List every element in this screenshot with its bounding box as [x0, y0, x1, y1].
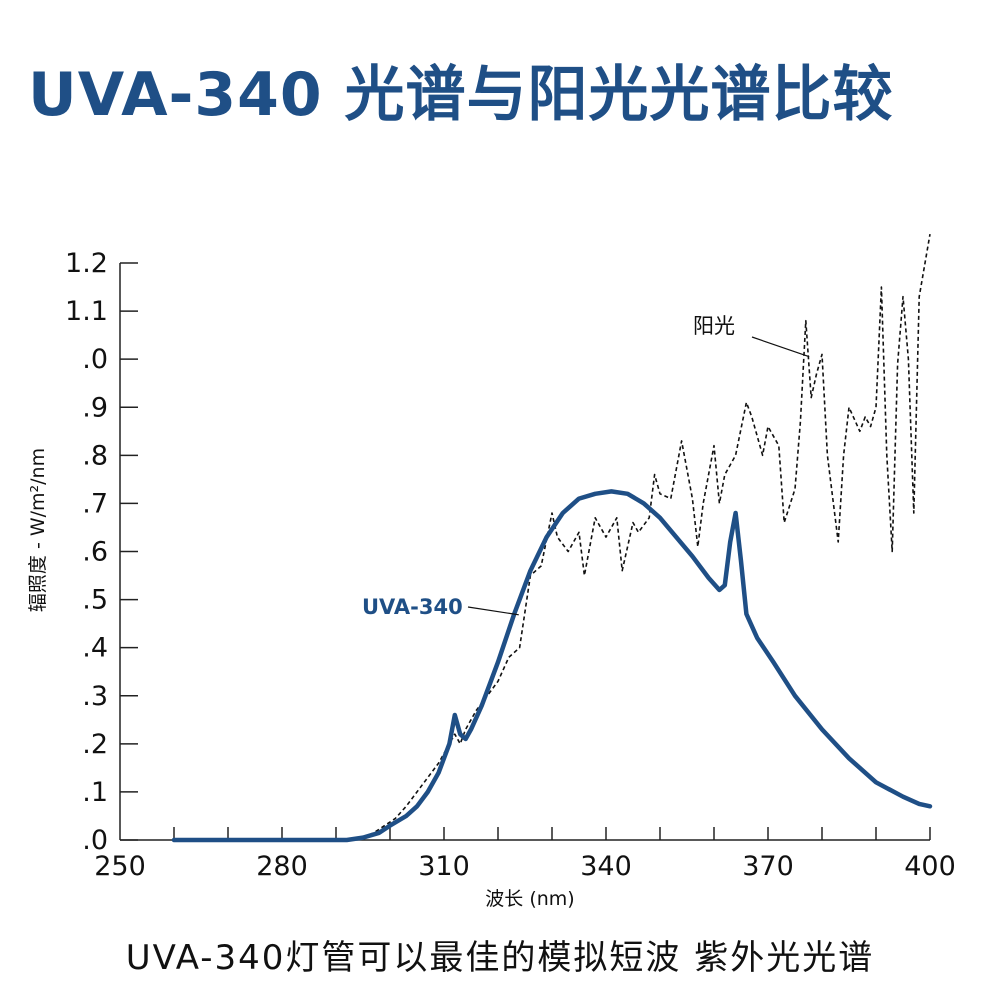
x-tick-label: 370 [742, 851, 794, 882]
x-tick-label: 310 [418, 851, 470, 882]
y-tick-label: .3 [82, 681, 108, 712]
y-tick-label: 1.1 [65, 296, 108, 327]
x-tick-label: 250 [94, 851, 146, 882]
x-tick-label: 340 [580, 851, 632, 882]
y-tick-label: .1 [82, 777, 108, 808]
y-axis-label: 辐照度 - W/m²/nm [27, 448, 49, 612]
x-axis-label: 波长 (nm) [485, 888, 574, 910]
y-tick-label: .6 [82, 537, 108, 568]
chart-caption: UVA-340灯管可以最佳的模拟短波 紫外光光谱 [125, 938, 875, 978]
uva340-series-line [171, 489, 933, 843]
y-tick-label: .4 [82, 633, 108, 664]
y-tick-label: .8 [82, 440, 108, 471]
sunlight-annotation-leader [751, 336, 810, 358]
series-layer [171, 233, 933, 843]
annotation-layer: 阳光 UVA-340 [362, 314, 810, 619]
sunlight-series-line [362, 233, 931, 839]
y-tick-label: .5 [82, 585, 108, 616]
chart-title: UVA-340 光谱与阳光光谱比较 [28, 60, 894, 130]
x-tick-label: 280 [256, 851, 308, 882]
uva340-annotation-label: UVA-340 [362, 595, 463, 619]
sunlight-annotation-label: 阳光 [693, 314, 735, 338]
y-tick-label: .0 [82, 344, 108, 375]
x-tick-label: 400 [904, 851, 956, 882]
uva340-annotation-leader [467, 606, 519, 616]
y-tick-label: 1.2 [65, 248, 108, 279]
y-tick-label: .0 [82, 825, 108, 856]
y-tick-label: .7 [82, 488, 108, 519]
y-tick-label: .2 [82, 729, 108, 760]
chart-axes: .0 .1 .2 .3 .4 .5 .6 .7 .8 .9 .0 1.1 1.2 250 280 310 340… [65, 248, 956, 882]
y-tick-label: .9 [82, 392, 108, 423]
